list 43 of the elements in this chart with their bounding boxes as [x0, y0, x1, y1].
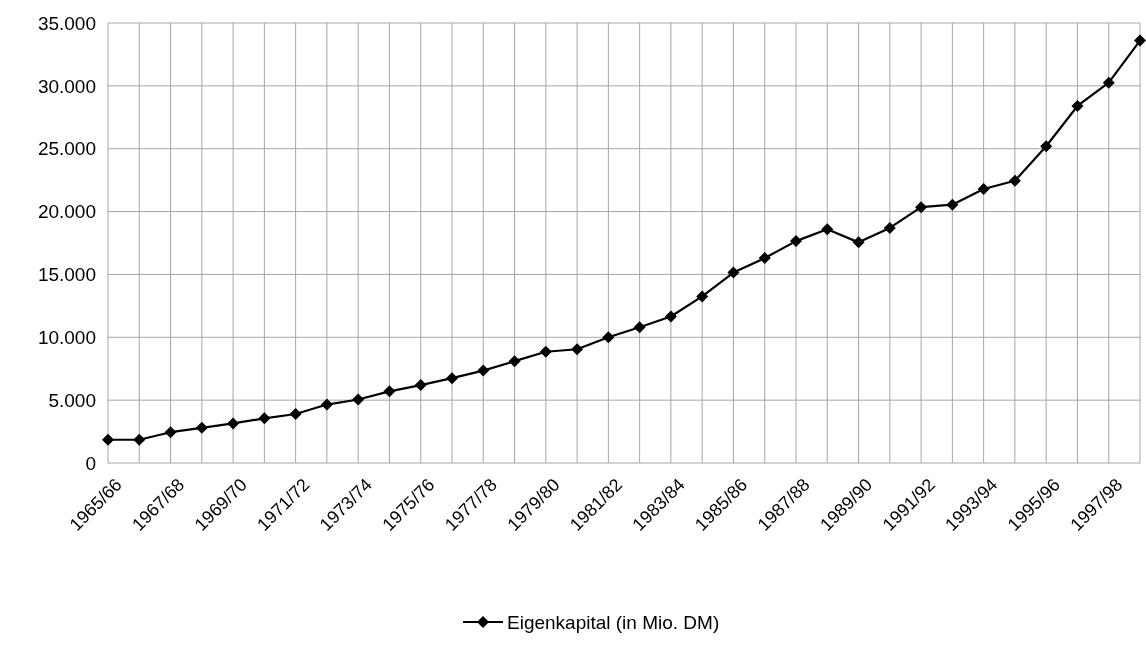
y-tick-label: 5.000 [48, 389, 96, 411]
legend-label: Eigenkapital (in Mio. DM) [507, 611, 720, 633]
y-tick-label: 30.000 [37, 75, 96, 97]
point [946, 198, 959, 211]
point [258, 412, 271, 425]
point [571, 343, 584, 356]
y-tick-label: 25.000 [37, 138, 96, 160]
point [696, 290, 709, 303]
point [508, 355, 521, 368]
point [352, 393, 365, 406]
point [289, 407, 302, 420]
point [727, 266, 740, 279]
point [1102, 76, 1115, 89]
point [758, 252, 771, 265]
point [133, 433, 146, 446]
point [602, 331, 615, 344]
y-tick-label: 10.000 [37, 326, 96, 348]
y-tick-label: 15.000 [37, 264, 96, 286]
point [915, 201, 928, 214]
point [446, 372, 458, 385]
point [790, 235, 802, 248]
point [477, 364, 490, 377]
point [633, 321, 646, 334]
y-tick-label: 20.000 [37, 201, 96, 223]
point [164, 426, 177, 439]
y-tick-label: 35.000 [37, 12, 96, 34]
point [102, 433, 114, 446]
point [320, 398, 333, 411]
point [227, 417, 240, 430]
point [977, 182, 990, 195]
point [539, 345, 552, 358]
point [383, 385, 396, 398]
point [1071, 99, 1084, 112]
point [414, 379, 427, 392]
point [1040, 140, 1053, 153]
point [195, 421, 208, 434]
point [852, 236, 865, 249]
point [883, 221, 896, 234]
point [1134, 34, 1146, 47]
y-tick-label: 0 [85, 452, 96, 474]
point [821, 223, 834, 236]
point [664, 310, 677, 323]
point [1008, 174, 1021, 187]
